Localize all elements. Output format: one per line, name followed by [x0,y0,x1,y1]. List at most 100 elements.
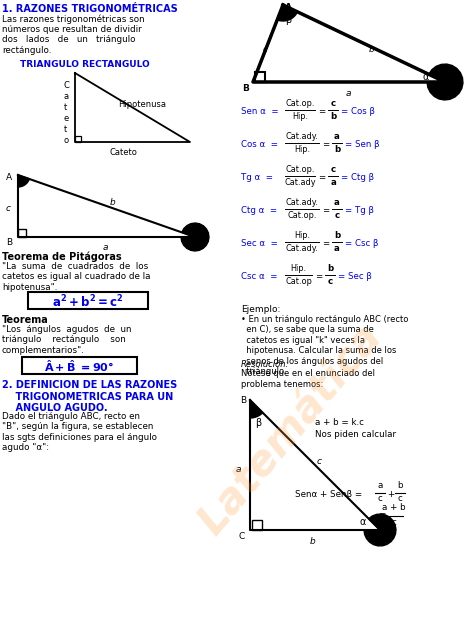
Text: Cat.op.: Cat.op. [287,211,317,220]
Bar [18,229,26,237]
Text: =: = [322,239,329,248]
Text: $\mathbf{a^2 + b^2 = c^2}$: $\mathbf{a^2 + b^2 = c^2}$ [52,293,124,310]
Text: A: A [285,3,292,12]
Text: Teorema: Teorema [2,315,49,325]
Text: =: = [319,173,326,182]
Bar [252,520,262,530]
Text: Ejemplo:: Ejemplo: [241,305,281,314]
Polygon shape [181,223,209,251]
Text: =: = [319,107,326,116]
Text: A: A [382,532,388,541]
Text: c: c [331,99,336,108]
Text: β: β [285,15,291,25]
Text: B: B [6,238,12,247]
Text: a + b: a + b [382,503,406,512]
Text: b: b [327,264,333,273]
Text: a: a [64,92,69,101]
Text: e: e [64,114,69,123]
Text: Cat.op.: Cat.op. [285,165,315,174]
Polygon shape [364,514,396,546]
Text: Sen α  =: Sen α = [241,107,279,116]
Text: c: c [335,211,339,220]
Text: "La  suma  de  cuadrados  de  los
catetos es igual al cuadrado de la
hipotenusa": "La suma de cuadrados de los catetos es … [2,262,151,292]
Text: B: B [242,84,249,93]
Text: c: c [263,45,268,54]
Text: c: c [6,204,11,213]
Text: C: C [197,238,203,247]
Text: α: α [360,517,366,527]
Text: c: c [398,494,402,503]
Text: Hip.: Hip. [294,231,310,240]
Text: B: B [240,396,246,405]
Polygon shape [427,64,463,100]
Text: C: C [239,532,245,541]
Text: = Tg β: = Tg β [345,206,374,215]
Text: $\mathbf{\hat{A} + \hat{B}\ = 90°}$: $\mathbf{\hat{A} + \hat{B}\ = 90°}$ [45,359,115,374]
Text: Cat.ady.: Cat.ady. [285,198,319,207]
Text: = Cos β: = Cos β [341,107,375,116]
Text: Cat.ady.: Cat.ady. [285,244,319,253]
Text: a: a [377,481,383,490]
Text: b: b [310,537,316,546]
Text: Cos α  =: Cos α = [241,140,278,149]
Text: a: a [334,198,340,207]
Text: c: c [378,494,383,503]
Text: c: c [392,518,396,527]
Text: a: a [346,89,352,98]
Text: α: α [423,72,429,82]
Text: = Sen β: = Sen β [345,140,380,149]
Text: =: = [322,206,329,215]
Text: b: b [334,231,340,240]
Text: Latemática: Latemática [190,317,390,544]
Text: +: + [387,490,394,499]
Text: b: b [110,198,116,207]
Text: t: t [64,125,67,134]
Text: a + b = k.c: a + b = k.c [315,418,364,427]
Text: Csc α  =: Csc α = [241,272,277,281]
Text: C: C [64,81,70,90]
Text: Teorema de Pitágoras: Teorema de Pitágoras [2,252,122,262]
Text: Hip.: Hip. [291,264,307,273]
Text: • En un triángulo rectángulo ABC (recto
  en C), se sabe que la suma de
  cateto: • En un triángulo rectángulo ABC (recto … [241,315,409,376]
Text: 1. RAZONES TRIGONOMÉTRICAS: 1. RAZONES TRIGONOMÉTRICAS [2,4,178,14]
Text: t: t [64,103,67,112]
Text: a: a [334,132,340,141]
Text: a: a [331,178,337,187]
Text: b: b [334,145,340,154]
Text: o: o [64,136,69,145]
Text: A: A [6,173,12,182]
Text: b: b [330,112,337,121]
Text: Hip.: Hip. [294,145,310,154]
Text: b: b [397,481,403,490]
Text: 2. DEFINICION DE LAS RAZONES
    TRIGONOMETRICAS PARA UN
    ANGULO AGUDO.: 2. DEFINICION DE LAS RAZONES TRIGONOMETR… [2,380,177,413]
Text: =: = [378,510,385,519]
Text: Nótese que en el enunciado del
problema tenemos:: Nótese que en el enunciado del problema … [241,369,375,389]
Text: a: a [236,465,241,474]
Text: =: = [315,272,322,281]
Polygon shape [18,175,29,187]
Polygon shape [277,5,298,21]
Text: b: b [369,45,375,54]
Text: Cateto: Cateto [110,148,138,157]
Text: c: c [317,457,322,466]
Text: Hip.: Hip. [292,112,308,121]
Text: Las razones trigonométricas son
números que resultan de dividir
dos   lados   de: Las razones trigonométricas son números … [2,14,145,55]
Text: Senα + Senβ =: Senα + Senβ = [295,490,362,499]
Text: =: = [322,140,329,149]
Polygon shape [250,400,263,418]
Text: Tg α  =: Tg α = [241,173,273,182]
Text: Nos piden calcular: Nos piden calcular [315,430,396,439]
Text: Sec α  =: Sec α = [241,239,278,248]
Text: C: C [447,84,454,93]
Text: Cat.ady: Cat.ady [284,178,316,187]
Text: β: β [255,418,261,428]
Text: a: a [334,244,340,253]
Text: c: c [331,165,336,174]
Text: Cat.op.: Cat.op. [285,99,315,108]
Text: Resolución:: Resolución: [241,360,289,369]
Text: Hipotenusa: Hipotenusa [118,100,166,109]
Bar [75,136,81,142]
Text: a: a [103,243,109,252]
Text: Cat.ady.: Cat.ady. [285,132,319,141]
Text: c: c [328,277,333,286]
